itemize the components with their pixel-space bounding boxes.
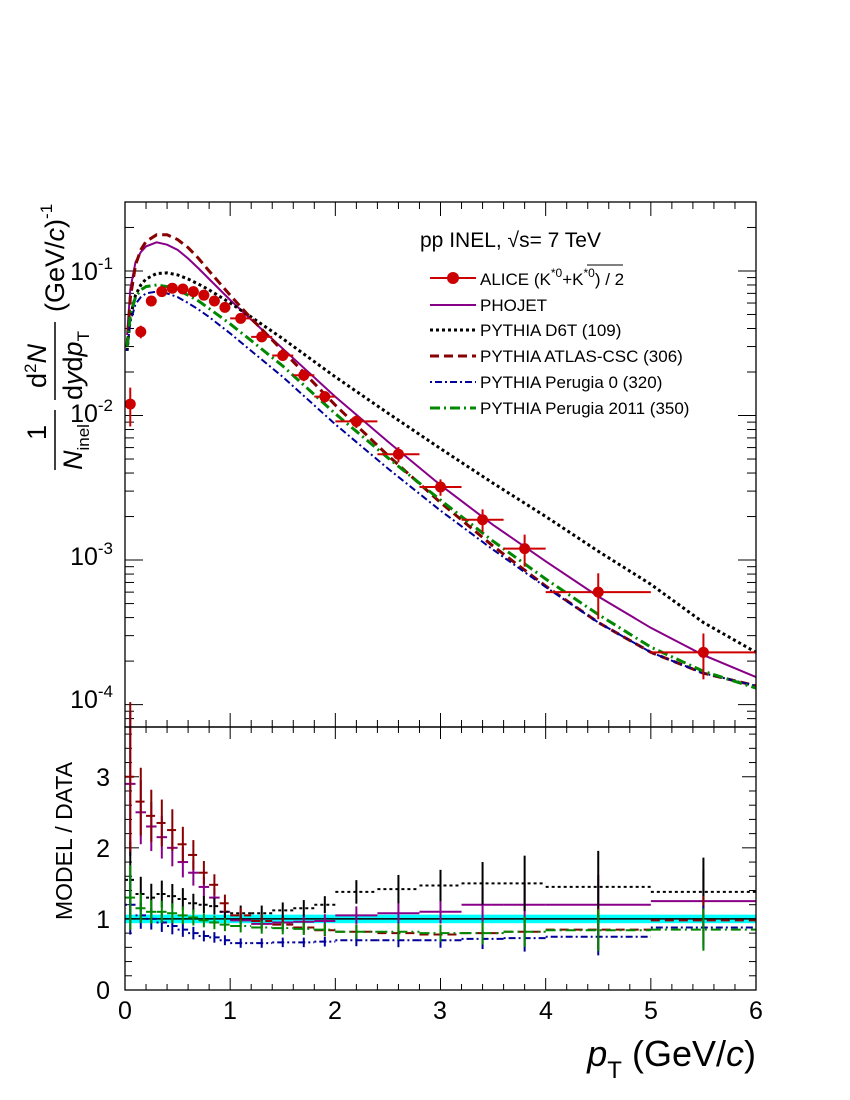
- data-point: [177, 283, 189, 295]
- legend-entry-d6t: PYTHIA D6T (109): [430, 321, 621, 340]
- legend-entry-atlas: PYTHIA ATLAS-CSC (306): [430, 347, 683, 366]
- data-point: [156, 286, 168, 298]
- ylabel-fraction-one: 1: [22, 425, 52, 440]
- xtick-6: 6: [749, 997, 763, 1025]
- xtick-1: 1: [223, 997, 237, 1025]
- legend-entry-perugia2011: PYTHIA Perugia 2011 (350): [430, 399, 689, 418]
- ylabel-numerator: d2N: [21, 344, 52, 389]
- legend-marker-alice: [447, 272, 459, 284]
- xtick-0: 0: [118, 997, 132, 1025]
- data-point: [256, 331, 268, 343]
- data-point: [187, 286, 199, 298]
- ratio-ytick-1: 1: [96, 906, 110, 934]
- legend-entry-alice: ALICE (K*0+K*0) / 2: [430, 264, 624, 289]
- ratio-frame: [124, 726, 757, 991]
- collision-annotation: pp INEL, √s= 7 TeV: [420, 229, 601, 252]
- xlabel: pT (GeV/c): [586, 1033, 756, 1084]
- data-point: [219, 301, 231, 313]
- legend-label-perugia2011: PYTHIA Perugia 2011 (350): [480, 399, 689, 418]
- ytick-label-1e-1: 10-1: [70, 254, 113, 286]
- data-point: [277, 350, 289, 362]
- legend-label-atlas: PYTHIA ATLAS-CSC (306): [480, 347, 683, 366]
- spectrum-curve-phojet: [126, 241, 757, 679]
- data-point: [166, 282, 178, 294]
- ratio-ytick-2: 2: [96, 835, 110, 863]
- xtick-5: 5: [644, 997, 658, 1025]
- spectrum-curve-pythia-d6t-109: [125, 271, 757, 654]
- data-point: [198, 289, 210, 301]
- data-point: [208, 295, 220, 307]
- data-point: [477, 514, 489, 526]
- legend: ALICE (K*0+K*0) / 2 PHOJET PYTHIA D6T (1…: [430, 264, 689, 418]
- data-point: [519, 543, 531, 555]
- data-point: [135, 326, 147, 338]
- spectrum-curve-pythia-perugia-0-320: [126, 290, 757, 687]
- data-point: [319, 391, 331, 403]
- spectrum-panel: 10-1 10-2 10-3 10-4 pp INEL, √s= 7 TeV A…: [21, 201, 757, 728]
- legend-label-alice: ALICE (K*0+K*0) / 2: [480, 266, 624, 289]
- spectrum-curve-pythia-perugia-2011-350: [125, 283, 757, 690]
- ylabel-denominator: dydpT: [58, 331, 93, 400]
- data-point: [298, 369, 310, 381]
- ytick-label-1e-4: 10-4: [70, 682, 113, 714]
- spectrum-curve-pythia-atlas-csc-306: [125, 233, 757, 688]
- data-point: [235, 312, 247, 324]
- data-point: [124, 398, 136, 410]
- legend-entry-phojet: PHOJET: [430, 296, 547, 315]
- data-point: [592, 586, 604, 598]
- ratio-panel: 0 1 2 3 0 1 2 3 4 5 6 MODEL / DATA pT (G…: [51, 702, 763, 1084]
- ratio-axis-ticks: [124, 727, 757, 991]
- legend-entry-perugia0: PYTHIA Perugia 0 (320): [430, 373, 662, 392]
- ratio-series-pythia-perugia-2011-350: [125, 865, 756, 952]
- data-point: [392, 448, 404, 460]
- data-point: [145, 295, 157, 307]
- ylabel-ninel: Ninel: [58, 424, 93, 470]
- legend-label-phojet: PHOJET: [480, 296, 547, 315]
- ytick-label-1e-3: 10-3: [70, 539, 113, 571]
- legend-label-perugia0: PYTHIA Perugia 0 (320): [480, 373, 662, 392]
- ratio-ytick-3: 3: [96, 764, 110, 792]
- data-point: [350, 415, 362, 427]
- ratio-ytick-0: 0: [96, 977, 110, 1005]
- spectrum-data-points: [124, 282, 756, 680]
- xtick-4: 4: [539, 997, 553, 1025]
- spectrum-model-curves: [125, 233, 757, 690]
- data-point: [435, 481, 446, 493]
- ylabel-units: (GeV/c)-1: [37, 204, 70, 312]
- ratio-ylabel: MODEL / DATA: [51, 761, 77, 920]
- legend-label-d6t: PYTHIA D6T (109): [480, 321, 621, 340]
- ytick-label-1e-2: 10-2: [70, 396, 113, 428]
- xtick-2: 2: [328, 997, 342, 1025]
- xtick-3: 3: [433, 997, 447, 1025]
- spectrum-ylabel: 1 Ninel d2N dydpT (GeV/c)-1: [21, 204, 93, 470]
- data-point: [697, 646, 709, 658]
- ratio-model-curves: [125, 702, 756, 956]
